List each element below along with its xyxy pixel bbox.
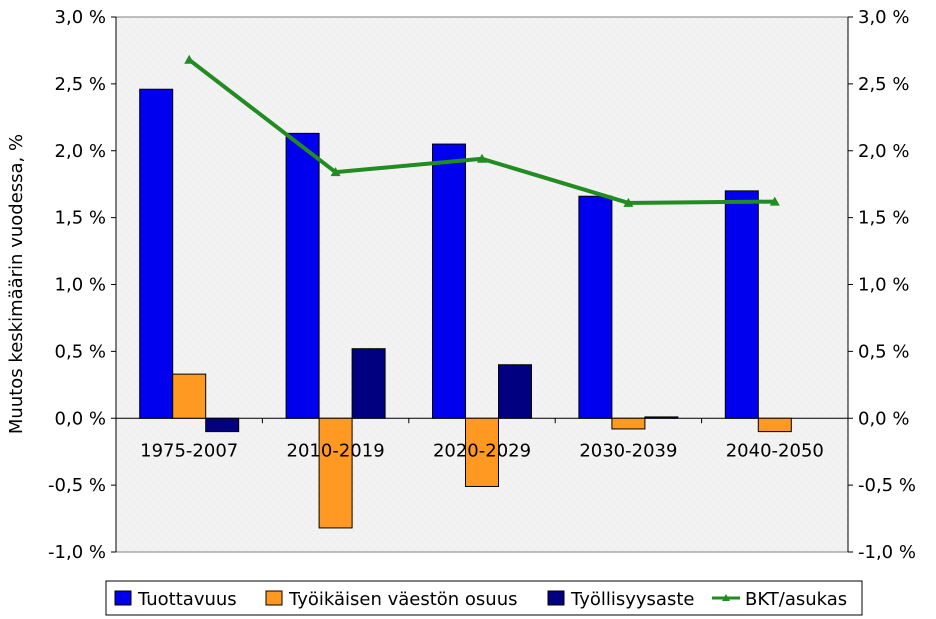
bar-tyollisyysaste — [205, 417, 240, 433]
bar-tyollisyysaste — [351, 348, 386, 419]
left-tick-label: -1,0 % — [48, 542, 106, 563]
bar-tyollisyysaste — [644, 416, 679, 419]
left-tick-label: 0,5 % — [55, 341, 106, 362]
bar-tuottavuus — [139, 88, 174, 419]
right-tick-label: -0,5 % — [858, 475, 916, 496]
right-tick-label: 3,0 % — [858, 7, 909, 28]
category-label: 2020-2029 — [433, 440, 531, 461]
legend-label-bkt-asukas: BKT/asukas — [745, 589, 847, 610]
legend: Tuottavuus Työikäisen väestön osuus Työl… — [105, 580, 863, 616]
bar-tyoikaisen-vaeston-osuus — [757, 417, 792, 433]
y-axis-label: Muutos keskimäärin vuodessa, % — [6, 134, 27, 434]
category-label: 1975-2007 — [140, 440, 238, 461]
category-label: 2030-2039 — [579, 440, 677, 461]
right-tick-label: 1,0 % — [858, 275, 909, 296]
legend-label-tuottavuus: Tuottavuus — [137, 589, 237, 610]
point-bkt-asukas — [477, 153, 487, 163]
right-tick-label: 0,5 % — [858, 341, 909, 362]
right-tick-label: 2,0 % — [858, 141, 909, 162]
right-tick-label: 0,0 % — [858, 408, 909, 429]
legend-label-tyollisyysaste: Työllisyysaste — [570, 589, 694, 610]
bar-tuottavuus — [432, 143, 466, 419]
right-tick-label: -1,0 % — [858, 542, 916, 563]
right-tick-label: 1,5 % — [858, 208, 909, 229]
bar-tuottavuus — [578, 195, 613, 419]
bar-tyoikaisen-vaeston-osuus — [318, 417, 353, 529]
bar-tyoikaisen-vaeston-osuus — [172, 373, 207, 419]
left-tick-label: 2,0 % — [55, 141, 106, 162]
bar-tyoikaisen-vaeston-osuus — [611, 417, 646, 430]
legend-marker-bkt-asukas — [722, 594, 730, 601]
legend-label-tyoikaisen-vaeston-osuus: Työikäisen väestön osuus — [288, 589, 518, 610]
point-bkt-asukas — [769, 196, 780, 206]
point-bkt-asukas — [184, 54, 195, 64]
point-bkt-asukas — [623, 197, 634, 207]
left-tick-label: 3,0 % — [55, 7, 106, 28]
bar-tuottavuus — [285, 132, 320, 419]
left-tick-label: -0,5 % — [48, 475, 106, 496]
bar-tyoikaisen-vaeston-osuus — [465, 417, 499, 487]
category-label: 2010-2019 — [287, 440, 385, 461]
right-tick-label: 2,5 % — [858, 74, 909, 95]
category-label: 2040-2050 — [726, 440, 824, 461]
bar-tyollisyysaste — [498, 364, 532, 419]
legend-swatch-tyoikaisen-vaeston-osuus — [265, 590, 283, 606]
legend-swatch-tuottavuus — [114, 590, 132, 606]
left-tick-label: 0,0 % — [55, 408, 106, 429]
bar-tuottavuus — [724, 190, 759, 419]
left-tick-label: 1,5 % — [55, 208, 106, 229]
left-tick-label: 1,0 % — [55, 275, 106, 296]
point-bkt-asukas — [330, 167, 341, 177]
left-tick-label: 2,5 % — [55, 74, 106, 95]
legend-swatch-tyollisyysaste — [547, 590, 565, 606]
